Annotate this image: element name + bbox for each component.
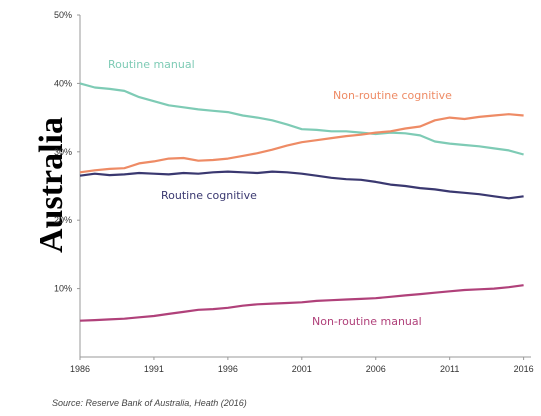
y-tick-label: 30% <box>54 147 72 157</box>
series-label: Routine manual <box>108 58 195 71</box>
x-tick-label: 1986 <box>70 364 90 374</box>
y-tick-label: 50% <box>54 10 72 20</box>
x-tick-label: 1991 <box>144 364 164 374</box>
series-line <box>79 284 524 322</box>
x-tick-label: 1996 <box>218 364 238 374</box>
series-label: Non-routine manual <box>312 315 422 328</box>
y-tick-label: 40% <box>54 78 72 88</box>
chart-series-labels: Routine manual Non-routine cognitive Routi… <box>108 58 452 328</box>
y-tick-label: 20% <box>54 215 72 225</box>
series-line <box>79 170 524 200</box>
x-tick-label: 2001 <box>292 364 312 374</box>
series-label: Non-routine cognitive <box>333 89 452 102</box>
chart-axes: 10% 20% 30% 40% 50% 1986 1991 1996 2001 2006 2011 2… <box>54 10 534 374</box>
series-label: Routine cognitive <box>161 189 257 202</box>
source-note: Source: Reserve Bank of Australia, Heath… <box>52 398 247 408</box>
chart-lines <box>79 82 524 322</box>
series-line <box>79 82 524 156</box>
y-tick-label: 10% <box>54 284 72 294</box>
x-tick-label: 2011 <box>440 364 459 374</box>
x-tick-label: 2016 <box>514 364 534 374</box>
series-line <box>79 113 524 174</box>
x-tick-label: 2006 <box>366 364 386 374</box>
